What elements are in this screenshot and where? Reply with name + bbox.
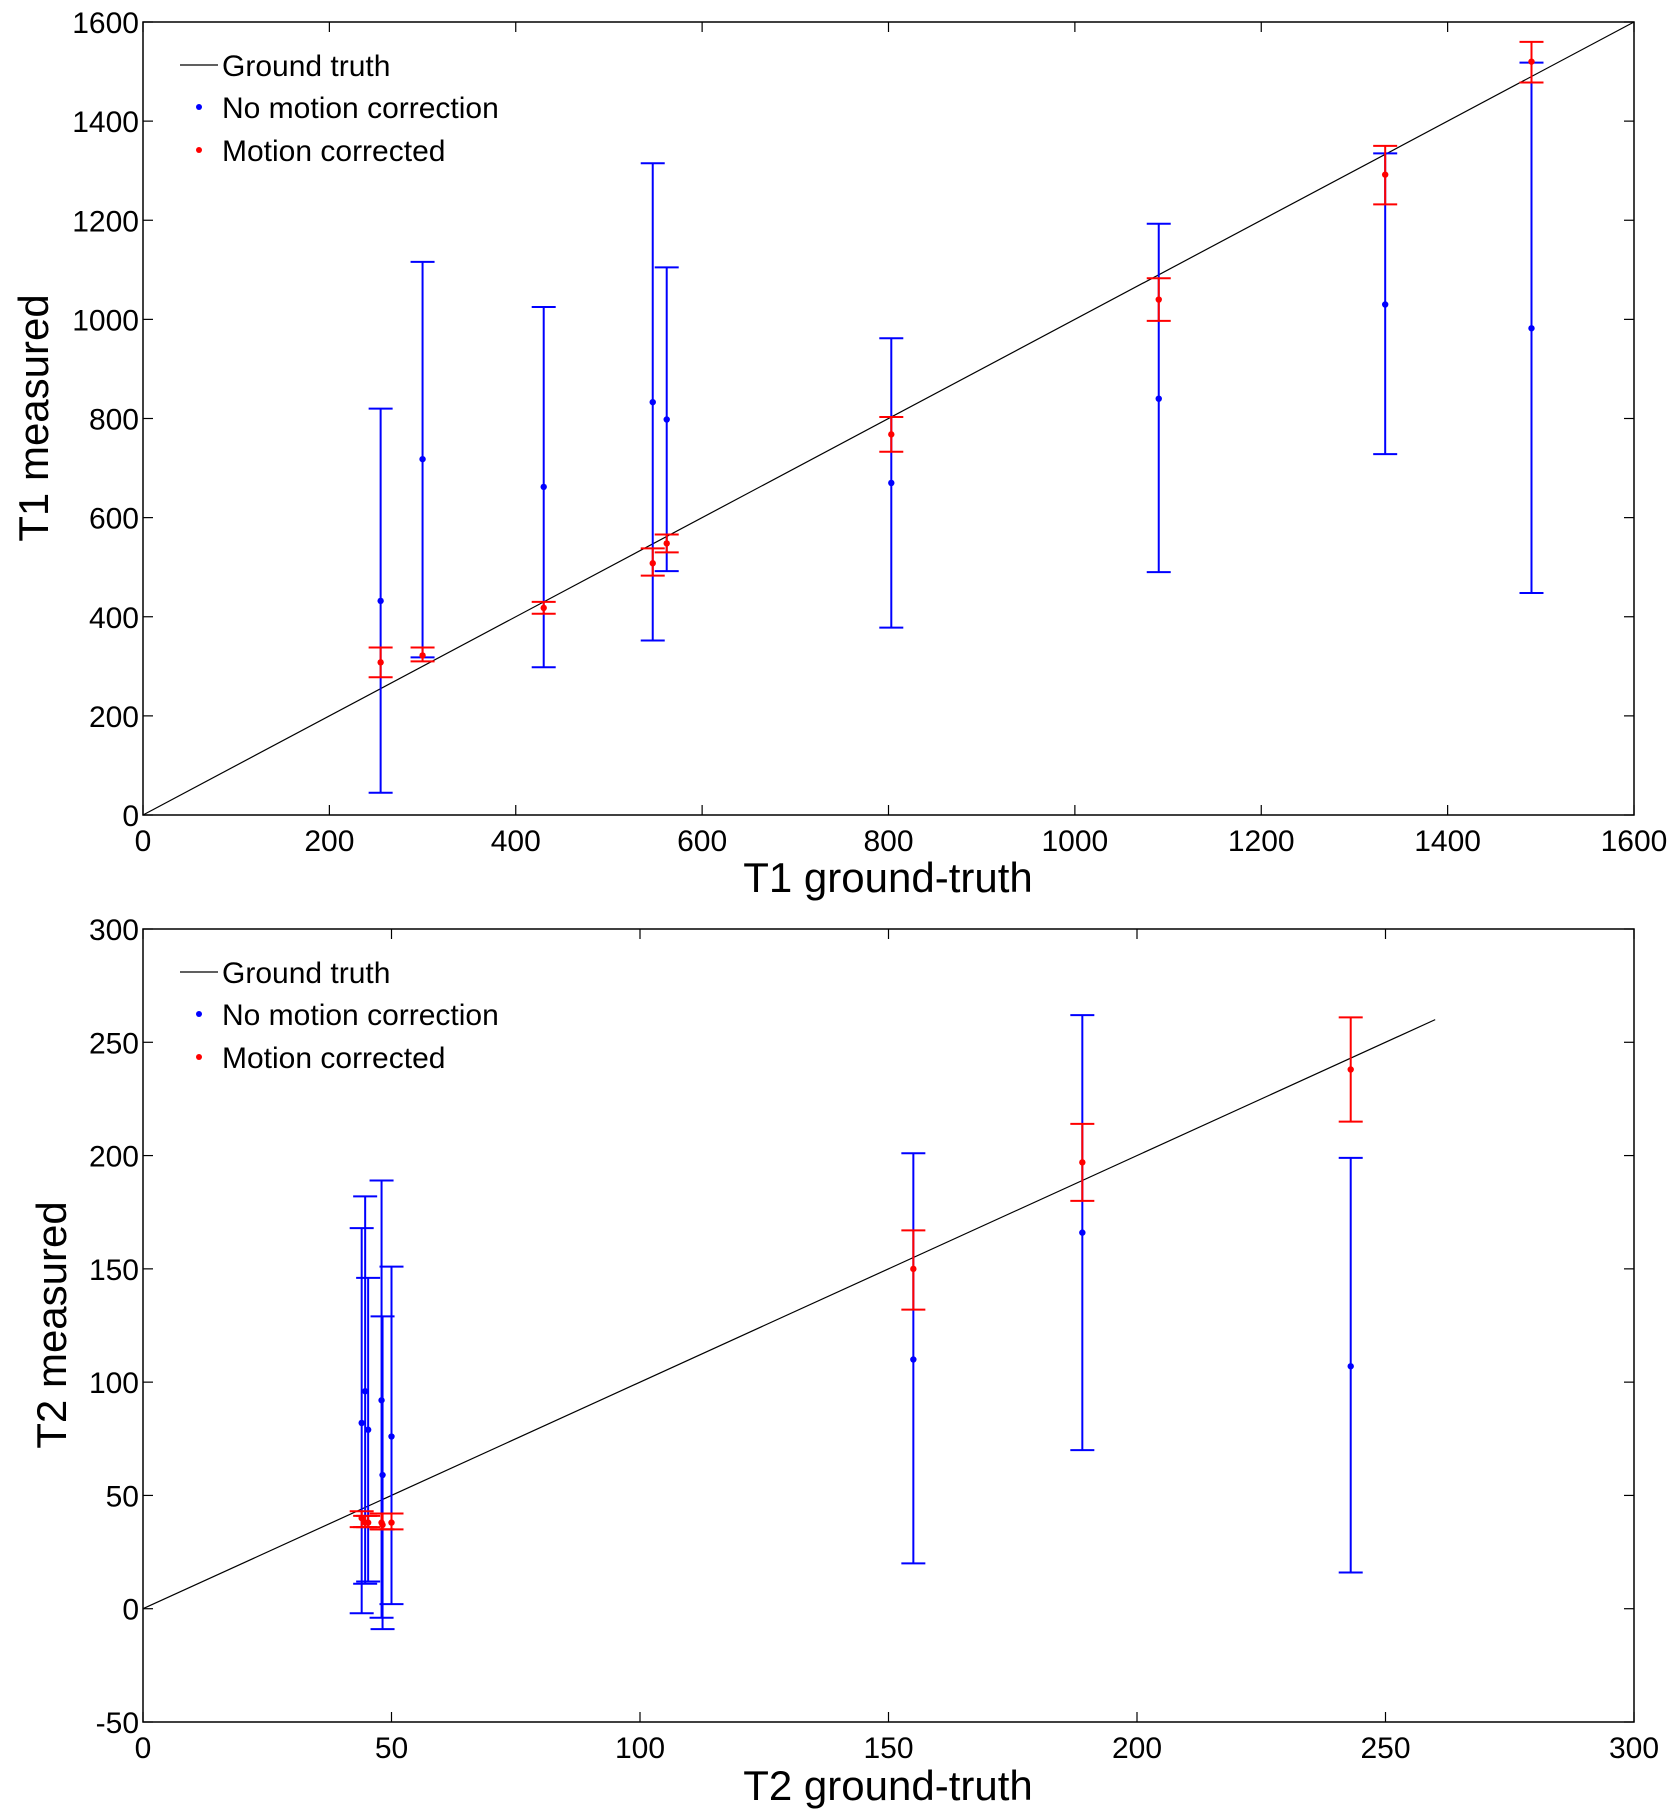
t2-y-axis-label: T2 measured: [28, 1201, 75, 1448]
t1-motion-corrected-point: [649, 560, 656, 567]
t1-chart: T1 ground-truth T1 measured Ground truth…: [10, 7, 1667, 901]
t2-y-tick-label: 150: [89, 1254, 139, 1287]
t2-legend-motion-corrected: Motion corrected: [222, 1042, 445, 1075]
t1-no-correction-point: [419, 455, 426, 463]
t2-motion-corrected-point: [364, 1519, 372, 1526]
t1-y-tick-label: 1200: [72, 205, 139, 238]
t2-no-correction-point: [910, 1356, 917, 1363]
t1-x-tick-label: 1600: [1601, 825, 1668, 858]
t2-x-axis-label: T2 ground-truth: [743, 1762, 1033, 1809]
t2-motion-corrected-point: [910, 1265, 917, 1273]
t1-motion-corrected-point: [377, 659, 384, 666]
t1-no-correction-point: [540, 483, 547, 491]
t2-no-correction-point: [388, 1433, 395, 1440]
t2-x-tick-label: 200: [1112, 1732, 1162, 1765]
t2-y-tick-label: 250: [89, 1027, 139, 1060]
t1-legend-no-correction: No motion correction: [222, 92, 499, 125]
t1-no-correction-point: [1155, 395, 1162, 402]
t1-motion-corrected-point: [540, 604, 547, 612]
t2-x-tick-label: 300: [1609, 1732, 1659, 1765]
t2-x-tick-label: 100: [615, 1732, 665, 1765]
t2-no-correction-point: [1079, 1229, 1086, 1236]
t2-y-tick-label: 200: [89, 1141, 139, 1174]
t1-y-tick-label: 400: [89, 602, 139, 635]
t1-motion-corrected-point: [1528, 58, 1535, 65]
t2-y-tick-label: 100: [89, 1367, 139, 1400]
t1-no-correction-point: [377, 597, 384, 605]
t1-y-tick-label: 1400: [72, 106, 139, 139]
t1-y-axis-label: T1 measured: [10, 294, 57, 541]
t2-no-correction-point: [379, 1471, 386, 1479]
t1-no-correction-point: [1528, 325, 1535, 332]
t1-y-tick-label: 600: [89, 503, 139, 536]
t2-y-tick-label: -50: [96, 1707, 139, 1740]
t2-y-tick-label: 0: [122, 1594, 139, 1627]
t1-x-tick-label: 600: [677, 825, 727, 858]
t1-y-tick-label: 0: [122, 800, 139, 833]
t1-x-axis-label: T1 ground-truth: [743, 854, 1033, 901]
t1-y-tick-label: 800: [89, 404, 139, 437]
t1-no-correction-point: [1381, 301, 1389, 308]
t1-y-tick-label: 200: [89, 701, 139, 734]
t1-legend-motion-corrected: Motion corrected: [222, 135, 445, 168]
t1-motion-corrected-point: [1381, 171, 1389, 178]
t1-legend-motion-corrected-marker: [196, 147, 202, 153]
t1-motion-corrected-point: [663, 540, 670, 547]
t1-x-tick-label: 400: [491, 825, 541, 858]
t2-motion-corrected-point: [388, 1519, 395, 1526]
t1-x-tick-label: 200: [304, 825, 354, 858]
t1-x-tick-label: 1400: [1414, 825, 1481, 858]
t2-x-tick-label: 0: [135, 1732, 152, 1765]
t1-legend: Ground truth No motion correction Motion…: [180, 50, 499, 168]
t2-motion-corrected-point: [1079, 1159, 1086, 1166]
t2-legend: Ground truth No motion correction Motion…: [180, 957, 499, 1075]
t2-legend-ground-truth: Ground truth: [222, 957, 390, 990]
t2-no-correction-point: [1347, 1363, 1354, 1370]
t2-x-tick-label: 250: [1360, 1732, 1410, 1765]
t1-y-tick-label: 1000: [72, 304, 139, 337]
t2-y-tick-label: 50: [106, 1480, 139, 1513]
t1-legend-no-correction-marker: [196, 104, 202, 110]
t1-motion-corrected-point: [419, 652, 426, 659]
t1-y-tick-label: 1600: [72, 7, 139, 40]
t1-motion-corrected-point: [1155, 296, 1162, 303]
t1-x-tick-label: 1000: [1042, 825, 1109, 858]
t1-x-tick-label: 0: [135, 825, 152, 858]
t1-motion-corrected-point: [888, 431, 895, 438]
t1-no-correction-point: [663, 416, 670, 423]
t1-legend-ground-truth: Ground truth: [222, 50, 390, 83]
t2-chart: T2 ground-truth T2 measured Ground truth…: [28, 914, 1659, 1809]
t2-legend-motion-corrected-marker: [196, 1054, 202, 1060]
t1-x-tick-label: 800: [863, 825, 913, 858]
t2-no-correction-point: [361, 1388, 369, 1395]
t2-y-tick-label: 300: [89, 914, 139, 947]
t2-no-correction-point: [358, 1419, 365, 1427]
t1-no-correction-point: [888, 479, 895, 487]
t1-no-correction-point: [649, 398, 656, 406]
t2-motion-corrected-point: [1347, 1066, 1354, 1073]
t2-x-tick-label: 150: [863, 1732, 913, 1765]
t2-motion-corrected-point: [379, 1521, 386, 1529]
t2-x-tick-label: 50: [375, 1732, 408, 1765]
t2-legend-no-correction: No motion correction: [222, 999, 499, 1032]
t2-legend-no-correction-marker: [196, 1011, 202, 1017]
t1-x-tick-label: 1200: [1228, 825, 1295, 858]
t2-no-correction-point: [364, 1426, 372, 1433]
